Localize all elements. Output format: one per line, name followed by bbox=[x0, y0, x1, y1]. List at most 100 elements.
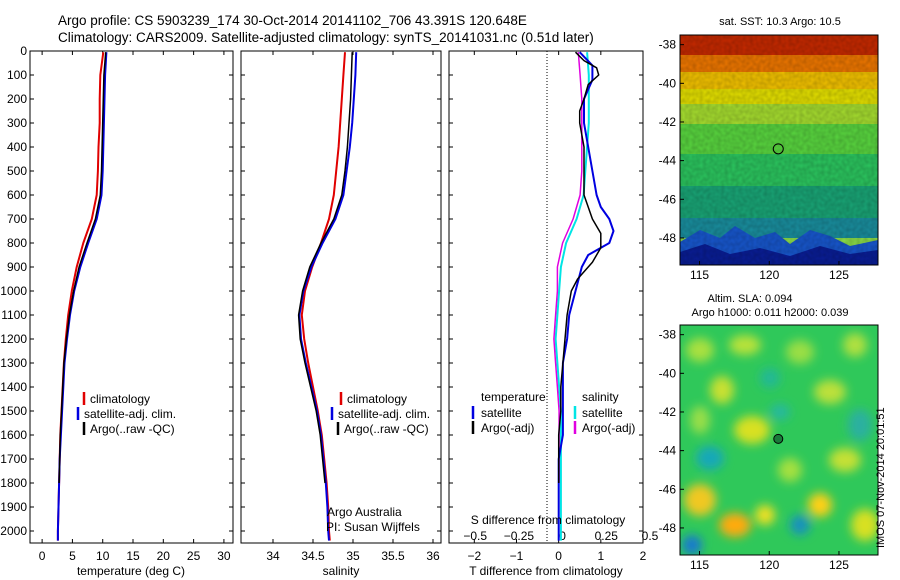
depth-tick-label: 400 bbox=[7, 140, 27, 154]
s-difference-axis-label: S difference from climatology bbox=[471, 513, 626, 527]
x-tick-label: 20 bbox=[157, 549, 171, 563]
map-y-tick-label: -48 bbox=[659, 231, 677, 245]
temperature-panel-frame bbox=[29, 50, 234, 544]
x-tick-label: 5 bbox=[69, 549, 76, 563]
difference-axis-ticks: −2 −1 0 1 2 −0.5 −0.25 0 0.25 0.5 bbox=[463, 51, 659, 563]
salinity-legend: climatology satellite-adj. clim. Argo(..… bbox=[330, 392, 430, 436]
x-tick-label: 15 bbox=[126, 549, 140, 563]
x-tick-label: 0 bbox=[555, 549, 562, 563]
difference-panel-frame bbox=[448, 50, 644, 544]
pi-label: PI: Susan Wijffels bbox=[326, 520, 420, 534]
x-tick-label: 2 bbox=[640, 549, 647, 563]
map-x-tick-label: 120 bbox=[759, 268, 779, 282]
map-y-tick-label: -38 bbox=[659, 38, 677, 52]
difference-series bbox=[553, 51, 615, 541]
x-tick-label: 34 bbox=[266, 549, 280, 563]
x-tick-label: −2 bbox=[467, 549, 481, 563]
map-y-tick-label: -46 bbox=[659, 192, 677, 206]
map-x-tick-label: 125 bbox=[829, 268, 849, 282]
map-y-tick-label: -48 bbox=[659, 521, 677, 535]
difference-legend: temperature salinity satellite Argo(-adj… bbox=[471, 390, 635, 435]
legend-label-satellite: satellite-adj. clim. bbox=[84, 407, 176, 421]
map-y-tick-label: -44 bbox=[659, 444, 677, 458]
depth-tick-label: 1100 bbox=[1, 308, 27, 322]
x-tick-label: 10 bbox=[96, 549, 110, 563]
temperature-axis-ticks: 0 5 10 15 20 25 30 bbox=[39, 51, 231, 563]
depth-axis-ticks: 0 100 200 300 400 500 600 700 800 900 1000 1100 1200… bbox=[0, 44, 643, 538]
map-y-tick-label: -42 bbox=[659, 405, 677, 419]
depth-tick-label: 100 bbox=[7, 68, 27, 82]
argo-location-marker bbox=[772, 143, 784, 155]
depth-tick-label: 1700 bbox=[0, 452, 27, 466]
series-line-s-argo bbox=[553, 52, 583, 483]
x-tick-label: 1 bbox=[597, 549, 604, 563]
sst-map-frame bbox=[679, 34, 879, 266]
x-tick-label: 35.5 bbox=[381, 549, 405, 563]
map-x-tick-label: 120 bbox=[759, 558, 779, 572]
temperature-axis-label: temperature (deg C) bbox=[77, 564, 185, 578]
depth-tick-label: 1200 bbox=[0, 332, 27, 346]
sla-heatmap bbox=[680, 325, 878, 555]
legend-label-satellite: satellite-adj. clim. bbox=[338, 407, 430, 421]
map-x-tick-label: 125 bbox=[829, 558, 849, 572]
series-line-argo bbox=[58, 52, 107, 484]
legend-label-s-satellite: satellite bbox=[582, 406, 623, 420]
x-tick-label: 36 bbox=[426, 549, 440, 563]
salinity-series bbox=[297, 52, 358, 541]
series-line-s-satellite bbox=[554, 52, 590, 541]
argo-location-dot bbox=[773, 433, 784, 444]
figure-title-line1: Argo profile: CS 5903239_174 30-Oct-2014… bbox=[58, 13, 527, 28]
legend-label-argo: Argo(..raw -QC) bbox=[344, 422, 429, 436]
depth-tick-label: 200 bbox=[7, 92, 27, 106]
map-x-tick-label: 115 bbox=[690, 268, 709, 282]
sla-map-subtitle: Argo h1000: 0.011 h2000: 0.039 bbox=[692, 307, 849, 319]
x-tick-label: −1 bbox=[510, 549, 524, 563]
salinity-diff-tick-label: −0.25 bbox=[504, 529, 535, 543]
legend-label-t-satellite: satellite bbox=[481, 406, 522, 420]
series-line-t-argo bbox=[557, 51, 602, 483]
depth-tick-label: 300 bbox=[7, 116, 27, 130]
institution-label: Argo Australia bbox=[327, 505, 402, 519]
x-tick-label: 34.5 bbox=[301, 549, 325, 563]
map-x-tick-label: 115 bbox=[690, 558, 709, 572]
depth-tick-label: 1000 bbox=[0, 284, 27, 298]
legend-title-salinity: salinity bbox=[582, 390, 619, 404]
series-line-satellite bbox=[298, 52, 358, 541]
legend-label-argo: Argo(..raw -QC) bbox=[90, 422, 175, 436]
map-y-tick-label: -44 bbox=[659, 154, 677, 168]
sst-map-axes: 115 120 125 -38 -40 -42 -44 -46 -48 bbox=[659, 38, 850, 282]
t-difference-axis-label: T difference from climatology bbox=[469, 564, 623, 578]
legend-title-temperature: temperature bbox=[481, 390, 546, 404]
map-y-tick-label: -40 bbox=[659, 366, 677, 380]
map-y-tick-label: -38 bbox=[659, 328, 677, 342]
series-line-argo bbox=[297, 52, 353, 484]
salinity-diff-tick-label: 0.25 bbox=[595, 529, 619, 543]
legend-label-climatology: climatology bbox=[90, 392, 150, 406]
depth-tick-label: 1800 bbox=[0, 476, 27, 490]
sla-map-axes: 115 120 125 -38 -40 -42 -44 -46 -48 bbox=[659, 328, 850, 572]
sla-map-title: Altim. SLA: 0.094 bbox=[708, 293, 793, 305]
legend-label-s-argo: Argo(-adj) bbox=[582, 421, 635, 435]
map-y-tick-label: -46 bbox=[659, 482, 677, 496]
salinity-axis-label: salinity bbox=[323, 564, 360, 578]
map-y-tick-label: -42 bbox=[659, 115, 677, 129]
salinity-panel-frame bbox=[240, 50, 442, 544]
depth-tick-label: 1900 bbox=[0, 500, 27, 514]
temperature-series bbox=[56, 52, 108, 541]
salinity-diff-tick-label: −0.5 bbox=[463, 529, 487, 543]
depth-tick-label: 1500 bbox=[0, 404, 27, 418]
x-tick-label: 25 bbox=[187, 549, 201, 563]
depth-tick-label: 800 bbox=[7, 236, 27, 250]
depth-tick-label: 600 bbox=[7, 188, 27, 202]
depth-tick-label: 700 bbox=[7, 212, 27, 226]
legend-label-t-argo: Argo(-adj) bbox=[481, 421, 534, 435]
temperature-legend: climatology satellite-adj. clim. Argo(..… bbox=[76, 392, 176, 436]
depth-tick-label: 2000 bbox=[0, 524, 27, 538]
x-tick-label: 30 bbox=[217, 549, 231, 563]
salinity-diff-tick-label: 0.5 bbox=[642, 529, 659, 543]
x-tick-label: 35 bbox=[346, 549, 360, 563]
depth-tick-label: 900 bbox=[7, 260, 27, 274]
map-y-tick-label: -40 bbox=[659, 76, 677, 90]
x-tick-label: 0 bbox=[39, 549, 46, 563]
